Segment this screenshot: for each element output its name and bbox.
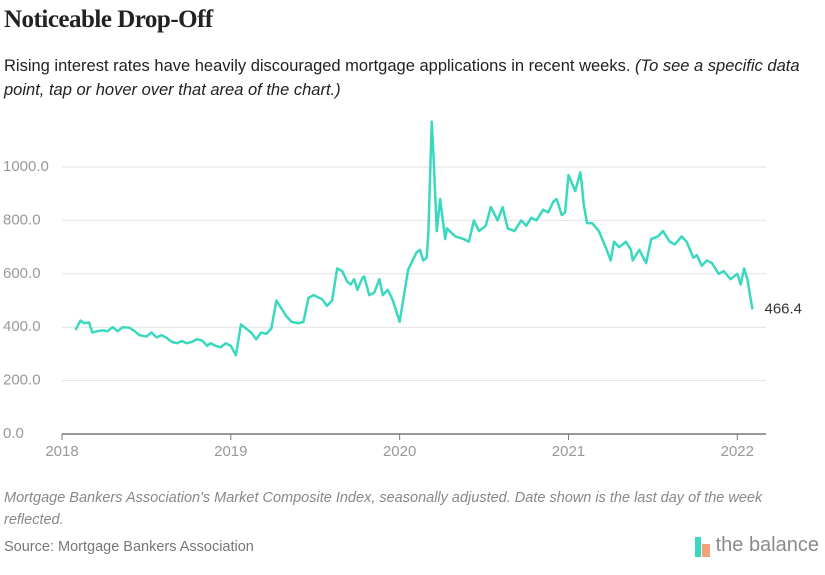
x-tick-label: 2019 xyxy=(214,443,247,460)
logo-icon xyxy=(694,536,710,557)
subtitle-text: Rising interest rates have heavily disco… xyxy=(4,57,631,75)
y-tick-label: 1000.0 xyxy=(3,158,49,175)
line xyxy=(74,120,754,357)
x-tick-label: 2022 xyxy=(721,443,754,460)
y-tick-label: 600.0 xyxy=(3,265,41,282)
y-tick-label: 0.0 xyxy=(3,425,24,442)
y-tick-label: 400.0 xyxy=(3,318,41,335)
x-tick-label: 2018 xyxy=(45,443,78,460)
end-value-label: 466.4 xyxy=(764,300,802,317)
y-tick-label: 800.0 xyxy=(3,211,41,228)
x-tick-label: 2021 xyxy=(552,443,585,460)
source: Source: Mortgage Bankers Association xyxy=(4,539,254,555)
subtitle: Rising interest rates have heavily disco… xyxy=(4,54,814,102)
logo-text: the balance xyxy=(715,534,819,556)
x-tick-label: 2020 xyxy=(383,443,416,460)
subtitle-note: (To see a specific data point, tap or ho… xyxy=(4,57,800,99)
logo: the balance xyxy=(694,534,819,557)
y-tick-label: 200.0 xyxy=(3,372,41,389)
title: Noticeable Drop-Off xyxy=(4,6,213,33)
footnote: Mortgage Bankers Association's Market Co… xyxy=(4,490,763,528)
